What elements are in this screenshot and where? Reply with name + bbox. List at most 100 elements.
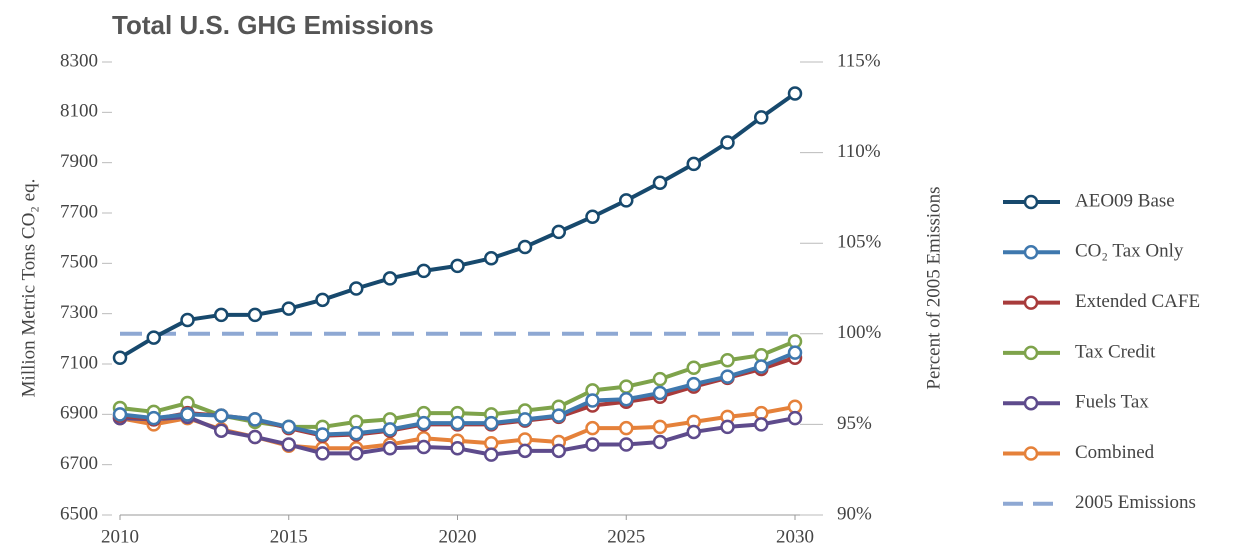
- data-point: [754, 417, 769, 432]
- y-tick-label: 7300: [60, 302, 98, 323]
- data-point: [551, 443, 566, 459]
- y2-tick-label: 95%: [837, 413, 872, 434]
- data-point: [585, 420, 600, 436]
- y-tick-label: 8100: [60, 101, 98, 122]
- data-point: [720, 369, 735, 384]
- legend-marker: [1023, 395, 1039, 411]
- y2-tick-label: 115%: [837, 50, 881, 71]
- data-point: [315, 427, 330, 442]
- data-point: [619, 437, 634, 452]
- data-point: [652, 175, 668, 191]
- legend-marker: [1023, 345, 1039, 361]
- data-point: [450, 441, 465, 456]
- x-tick-label: 2015: [270, 526, 308, 547]
- data-point: [551, 408, 566, 423]
- x-tick-label: 2020: [439, 526, 477, 547]
- data-point: [585, 437, 600, 452]
- data-point: [754, 359, 769, 374]
- data-point: [382, 271, 398, 286]
- data-point: [349, 425, 364, 441]
- legend-label: Fuels Tax: [1075, 392, 1149, 413]
- y-tick-label: 7900: [60, 151, 98, 172]
- y-tick-label: 6700: [60, 453, 98, 474]
- data-point: [146, 330, 161, 345]
- legend-marker: [1023, 295, 1039, 310]
- data-point: [619, 391, 634, 407]
- data-point: [180, 407, 195, 422]
- legend-label: Combined: [1075, 442, 1155, 463]
- data-point: [349, 446, 364, 461]
- data-point: [247, 429, 263, 445]
- data-point: [551, 224, 566, 240]
- data-point: [720, 419, 735, 435]
- data-point: [484, 447, 499, 462]
- data-point: [686, 424, 701, 440]
- data-point: [686, 376, 701, 392]
- y-tick-label: 6900: [60, 403, 98, 424]
- y2-tick-label: 100%: [837, 322, 882, 343]
- data-point: [112, 350, 128, 365]
- y-tick-label: 6500: [60, 503, 98, 524]
- data-point: [652, 434, 668, 450]
- data-point: [180, 312, 195, 328]
- legend-label: Extended CAFE: [1075, 291, 1200, 312]
- data-point: [585, 393, 600, 408]
- y2-axis-label: Percent of 2005 Emissions: [923, 186, 944, 389]
- legend-marker: [1023, 446, 1039, 461]
- data-point: [517, 412, 533, 427]
- data-point: [349, 281, 364, 296]
- y-tick-label: 8300: [60, 50, 98, 71]
- data-point: [247, 412, 263, 427]
- data-point: [652, 419, 668, 435]
- data-point: [382, 441, 398, 456]
- y2-tick-label: 105%: [837, 232, 882, 253]
- y-tick-label: 7100: [60, 352, 98, 373]
- data-point: [281, 419, 296, 435]
- data-point: [484, 415, 499, 431]
- data-point: [416, 263, 431, 279]
- data-point: [214, 423, 229, 438]
- y2-tick-label: 110%: [837, 141, 881, 162]
- data-point: [720, 352, 735, 368]
- data-point: [787, 410, 803, 426]
- legend-label: Tax Credit: [1075, 341, 1156, 362]
- data-point: [214, 408, 229, 423]
- data-point: [315, 292, 330, 308]
- data-point: [247, 307, 263, 323]
- data-point: [315, 446, 330, 461]
- data-point: [450, 258, 465, 274]
- x-tick-label: 2030: [776, 526, 814, 547]
- data-point: [652, 371, 668, 387]
- data-point: [754, 110, 769, 125]
- data-point: [146, 410, 161, 426]
- data-point: [281, 437, 296, 452]
- data-point: [112, 407, 128, 422]
- data-point: [686, 360, 701, 376]
- y-axis-label: Million Metric Tons CO₂ eq.: [18, 179, 39, 398]
- data-point: [517, 239, 533, 255]
- legend-label: CO₂ Tax Only: [1075, 241, 1184, 262]
- x-tick-label: 2010: [101, 526, 139, 547]
- data-point: [416, 439, 431, 455]
- data-point: [619, 193, 634, 208]
- data-point: [416, 415, 431, 431]
- data-point: [450, 415, 465, 431]
- legend-label: AEO09 Base: [1075, 190, 1175, 211]
- x-tick-label: 2025: [607, 526, 645, 547]
- data-point: [686, 156, 701, 172]
- data-point: [281, 301, 296, 316]
- data-point: [720, 135, 735, 150]
- data-point: [382, 422, 398, 437]
- data-point: [517, 443, 533, 459]
- data-point: [652, 385, 668, 401]
- data-point: [619, 420, 634, 436]
- data-point: [619, 379, 634, 394]
- y2-tick-label: 90%: [837, 503, 872, 524]
- y-tick-label: 7700: [60, 201, 98, 222]
- legend-marker: [1023, 194, 1039, 210]
- data-point: [787, 345, 803, 360]
- data-point: [214, 307, 229, 323]
- data-point: [484, 251, 499, 266]
- data-point: [585, 209, 600, 225]
